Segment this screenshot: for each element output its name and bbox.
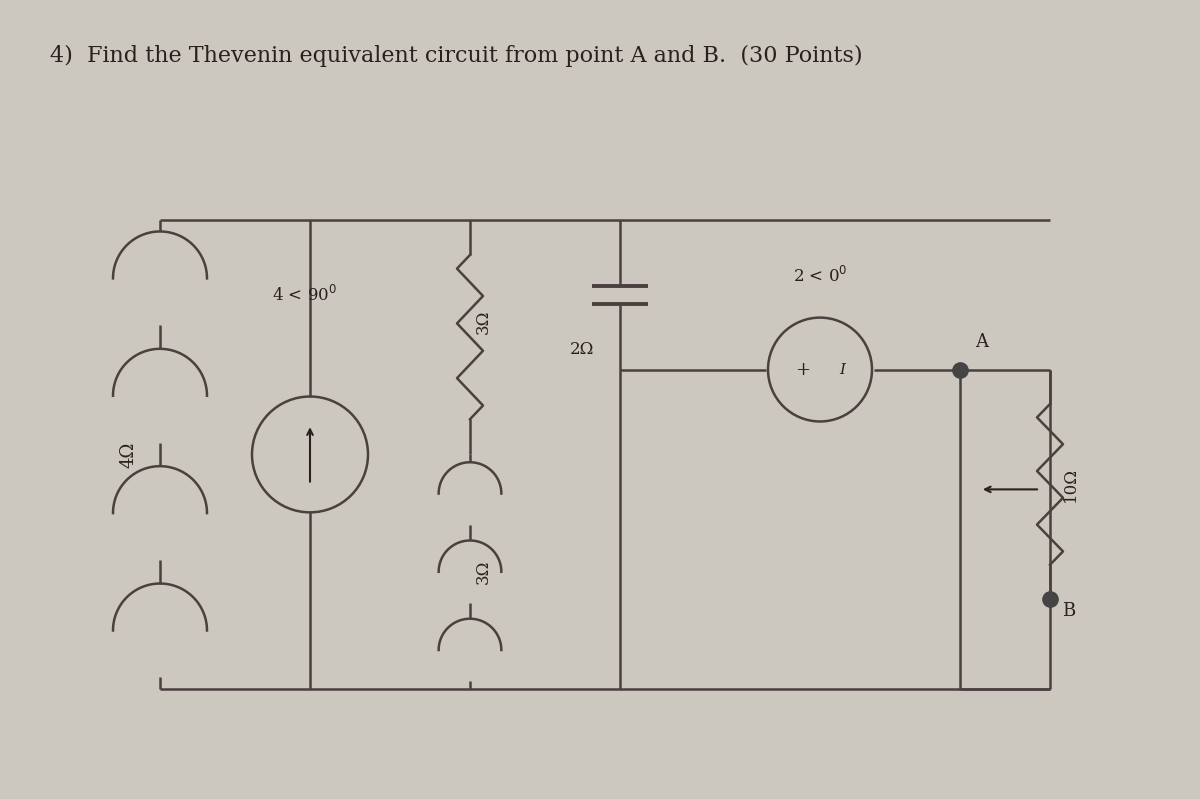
Text: I: I — [839, 363, 845, 376]
Text: B: B — [1062, 602, 1075, 620]
Text: 10Ω: 10Ω — [1062, 467, 1079, 502]
Text: 4)  Find the Thevenin equivalent circuit from point A and B.  (30 Points): 4) Find the Thevenin equivalent circuit … — [50, 45, 863, 67]
Text: 3Ω: 3Ω — [475, 310, 492, 334]
Text: 2 < 0$^0$: 2 < 0$^0$ — [793, 265, 847, 286]
Text: +: + — [796, 360, 810, 379]
Text: 2Ω: 2Ω — [570, 341, 594, 358]
Text: 3Ω: 3Ω — [475, 559, 492, 584]
Text: 4 < 90$^0$: 4 < 90$^0$ — [272, 284, 337, 304]
Text: 4Ω: 4Ω — [119, 441, 137, 467]
Text: A: A — [974, 332, 988, 351]
